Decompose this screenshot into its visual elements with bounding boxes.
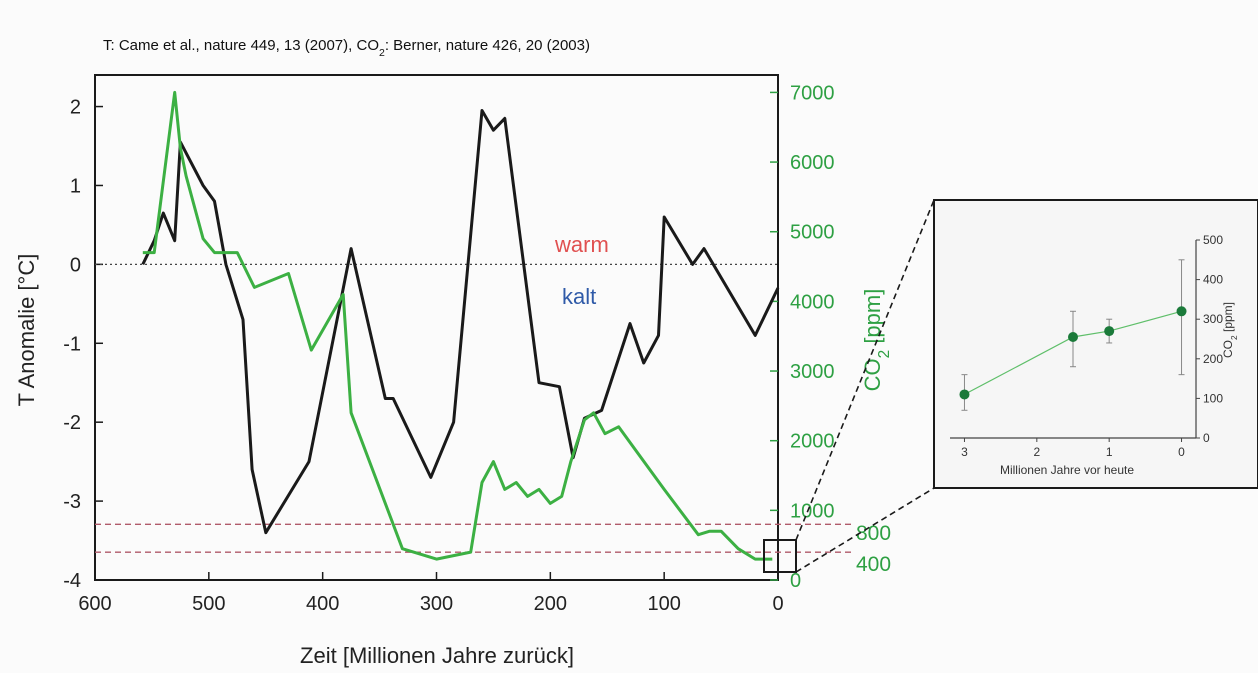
inset-x-tick-label: 3 <box>961 445 968 459</box>
inset-x-tick-label: 2 <box>1033 445 1040 459</box>
annotation-warm: warm <box>554 232 609 257</box>
x-tick-label: 100 <box>647 593 680 615</box>
inset-data-point <box>1068 332 1078 343</box>
annotation-800: 800 <box>856 522 891 545</box>
y-tick-label: 0 <box>70 254 81 276</box>
annotation-kalt: kalt <box>562 284 596 309</box>
inset-x-axis-title: Millionen Jahre vor heute <box>1000 463 1134 477</box>
chart-title: T: Came et al., nature 449, 13 (2007), C… <box>103 37 590 59</box>
y2-tick-label: 0 <box>790 570 801 592</box>
y2-tick-label: 4000 <box>790 291 835 313</box>
x-axis-title: Zeit [Millionen Jahre zurück] <box>300 643 574 668</box>
annotations: warm kalt 800 400 <box>554 232 891 576</box>
y-tick-label: -4 <box>63 570 81 592</box>
inset-y-tick-label: 0 <box>1203 431 1210 445</box>
x-tick-label: 200 <box>534 593 567 615</box>
main-axis-ticks: 600 500 400 300 200 100 0210-1-2-3-47000600050… <box>63 82 834 615</box>
y-tick-label: 2 <box>70 97 81 119</box>
zoom-connector-top <box>795 199 935 541</box>
y2-tick-label: 6000 <box>790 152 835 174</box>
inset-series-line <box>964 310 1182 395</box>
y2-tick-label: 7000 <box>790 82 835 104</box>
inset-data-point <box>959 389 970 400</box>
inset-y-tick-label: 200 <box>1203 352 1223 366</box>
inset-y-tick-label: 300 <box>1203 312 1223 326</box>
inset-data-point <box>1176 306 1187 317</box>
y2-tick-label: 3000 <box>790 361 835 383</box>
inset-y-tick-label: 100 <box>1203 391 1223 405</box>
y-tick-label: 1 <box>70 175 81 197</box>
x-tick-label: 500 <box>192 593 225 615</box>
inset-y-tick-label: 400 <box>1203 273 1223 287</box>
y2-axis-title: CO2 [ppm] <box>860 289 893 392</box>
inset-x-tick-label: 0 <box>1178 445 1185 459</box>
y2-tick-label: 5000 <box>790 222 835 244</box>
x-tick-label: 0 <box>772 593 783 615</box>
inset-x-tick-label: 1 <box>1106 445 1113 459</box>
annotation-400: 400 <box>856 553 891 576</box>
temperature-series-line <box>141 109 780 535</box>
y-tick-label: -1 <box>63 333 81 355</box>
zoom-connector-bottom <box>795 487 935 573</box>
reference-lines <box>95 263 852 553</box>
x-tick-label: 300 <box>420 593 453 615</box>
y2-tick-label: 1000 <box>790 500 835 522</box>
y2-tick-label: 2000 <box>790 431 835 453</box>
y-tick-label: -2 <box>63 412 81 434</box>
inset-panel <box>933 199 1258 489</box>
inset-y-tick-label: 500 <box>1203 233 1223 247</box>
y-tick-label: -3 <box>63 491 81 513</box>
co2-series-line <box>142 90 773 561</box>
zoom-box <box>763 539 797 573</box>
inset-y-axis-title: CO2 [ppm] <box>1221 302 1239 358</box>
inset-chart: 3 2 1 0 500 400 300 200 100 0 Millionen Jahre vor … <box>950 233 1239 477</box>
x-tick-label: 400 <box>306 593 339 615</box>
series-layer <box>141 90 780 561</box>
inset-data-point <box>1104 326 1115 337</box>
x-tick-label: 600 <box>78 593 111 615</box>
y-axis-title: T Anomalie [°C] <box>14 254 39 407</box>
